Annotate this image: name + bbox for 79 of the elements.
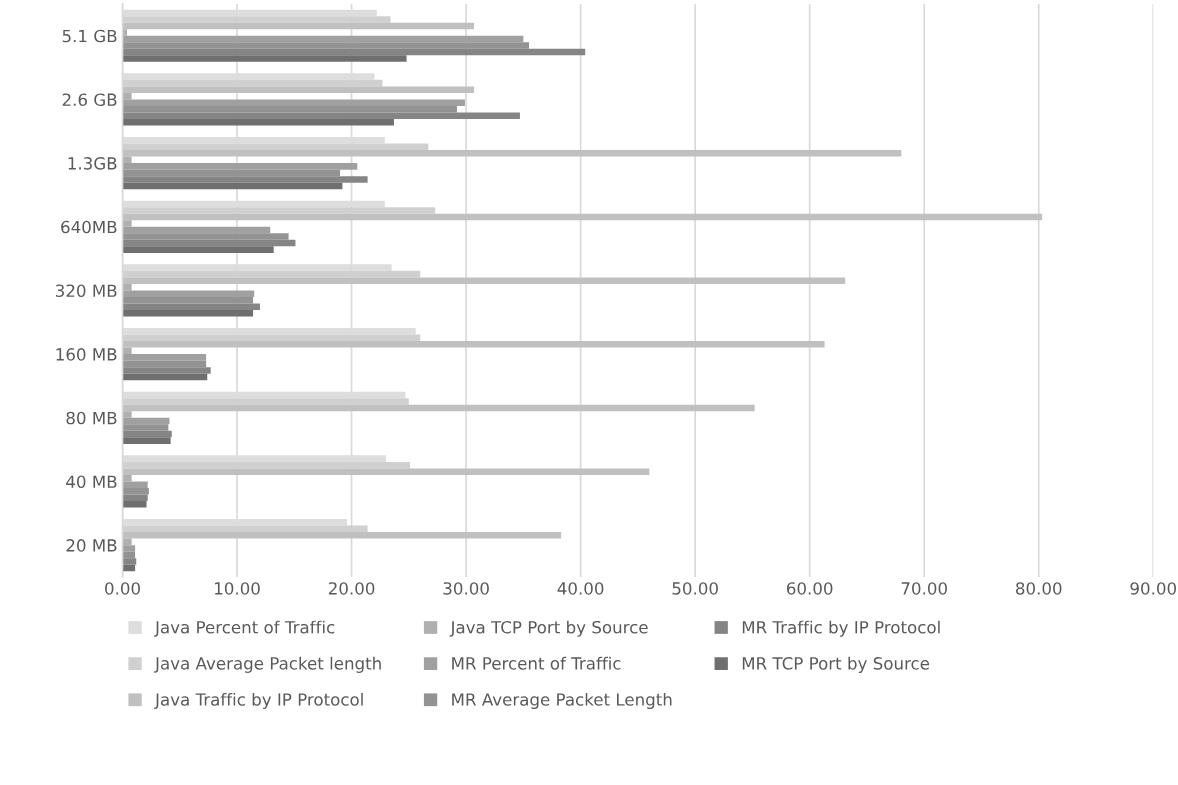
bar [122,354,207,361]
x-tick-label: 90.00 [1130,582,1177,595]
legend-label: MR TCP Port by Source [742,656,930,673]
bar [122,468,650,475]
bar [122,296,254,304]
bar [122,150,902,157]
x-tick-label: 20.00 [328,582,375,595]
bar [122,233,289,240]
y-tick-label: 320 MB [56,284,117,298]
bar [122,545,136,552]
legend-label: Java Percent of Traffic [154,620,335,637]
bar [122,417,170,425]
y-tick-label: 1.3GB [68,157,117,170]
legend-label: Java TCP Port by Source [449,620,648,637]
bar [122,367,211,374]
bar [122,176,368,183]
y-tick-label: 2.6 GB [62,93,117,106]
bar [122,437,171,444]
bar [122,411,132,418]
y-tick-label: 80 MB [66,411,117,425]
y-tick-label: 640MB [61,220,117,234]
x-tick-label: 30.00 [443,582,489,595]
bar [122,373,208,381]
y-tick-label: 5.1 GB [62,29,117,43]
bar [122,347,132,355]
bar [122,310,254,317]
bar [122,360,207,368]
bar [122,213,1043,221]
bar [122,29,128,36]
x-tick-label: 50.00 [672,582,718,595]
bar [122,119,394,126]
bar [122,112,520,120]
bar [122,156,132,164]
legend-label: MR Percent of Traffic [452,656,621,670]
bar [122,35,524,43]
bar [122,430,172,438]
bar [122,169,341,177]
bar [122,105,457,113]
bar [122,92,132,100]
bar [122,532,562,539]
bar [122,501,147,508]
x-tick-label: 70.00 [901,582,947,595]
legend-label: MR Traffic by IP Protocol [742,620,940,637]
bar [122,290,255,297]
bar [122,283,132,291]
x-tick-label: 0.00 [105,582,140,595]
bar [122,494,148,502]
bar [122,163,358,170]
bar [122,474,132,482]
bar [122,404,755,412]
y-tick-label: 20 MB [66,539,117,552]
bar [122,246,274,253]
x-tick-label: 60.00 [786,582,833,595]
bar [122,22,475,30]
x-tick-label: 80.00 [1016,582,1062,595]
bar [122,48,586,56]
bar [122,424,169,431]
bar [122,487,149,495]
bar [122,538,132,546]
legend-label: Java Average Packet length [154,656,381,673]
x-tick-label: 40.00 [557,582,604,595]
bar [122,558,137,565]
bar [122,277,846,284]
bar [122,220,132,227]
legend-label: MR Average Packet Length [452,692,672,710]
bar [122,55,407,62]
bar [122,303,260,311]
bar [122,341,825,348]
bar [122,182,343,190]
bar [122,481,148,488]
y-tick-label: 160 MB [56,348,117,361]
bar [122,239,296,247]
bar [122,42,530,49]
bar [122,226,271,234]
bar [122,99,465,106]
bar [122,86,475,93]
x-tick-label: 10.00 [215,582,260,595]
y-tick-label: 40 MB [66,475,117,489]
legend-label: Java Traffic by IP Protocol [154,692,363,710]
